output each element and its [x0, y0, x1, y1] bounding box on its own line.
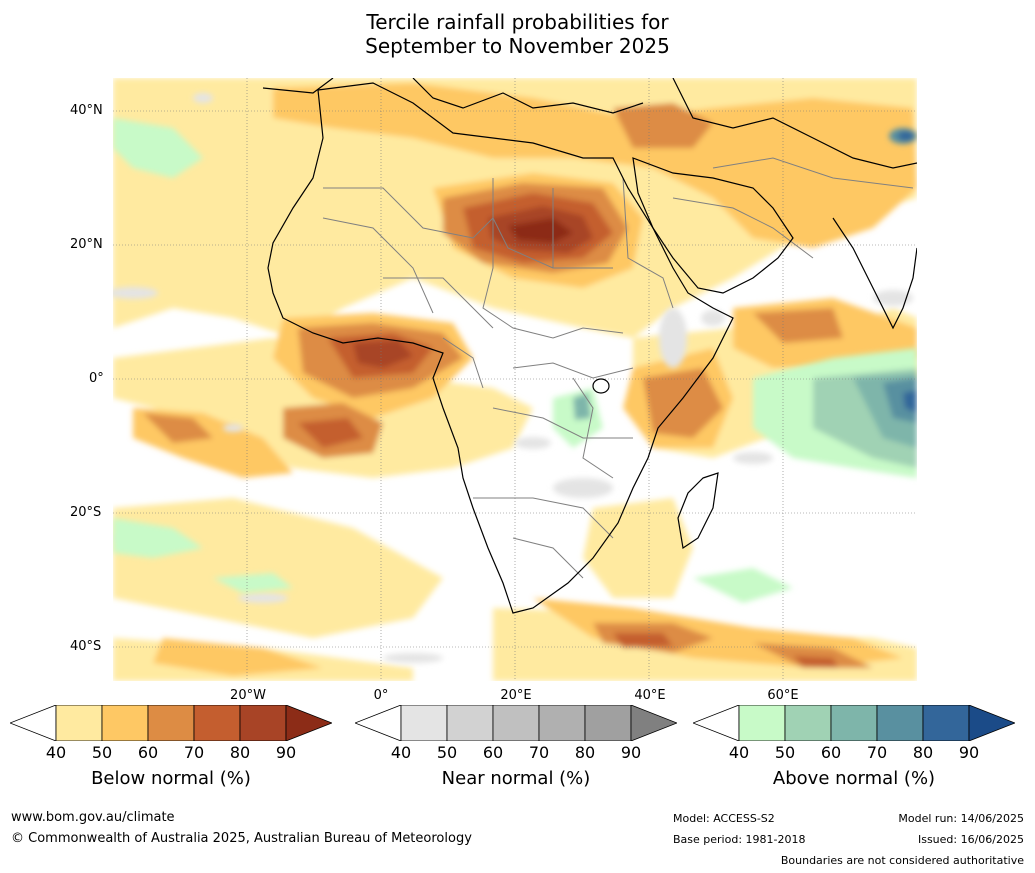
cb3-tick-50: 50 — [774, 743, 796, 762]
footer-issued: Issued: 16/06/2025 — [917, 833, 1024, 846]
map-grid — [113, 78, 917, 681]
lon-label-40e: 40°E — [634, 688, 666, 703]
lon-label-60e: 60°E — [767, 688, 799, 703]
colorbar-above-normal — [693, 705, 1015, 741]
map-title-line2: September to November 2025 — [365, 34, 670, 58]
colorbar-above-segment-40-50 — [738, 705, 786, 741]
footer-boundaries-note: Boundaries are not considered authoritat… — [780, 854, 1024, 867]
colorbar-near-segment-40-50 — [400, 705, 448, 741]
colorbar-near-segment-80-90 — [584, 705, 632, 741]
cb1-tick-80: 80 — [229, 743, 251, 762]
footer-copyright: © Commonwealth of Australia 2025, Austra… — [11, 831, 472, 846]
cb2-tick-50: 50 — [436, 743, 458, 762]
colorbar-above-segment-high — [968, 705, 1015, 741]
rainfall-probability-map — [113, 78, 917, 681]
lat-label-20n: 20°N — [70, 237, 103, 252]
footer-base-period: Base period: 1981-2018 — [673, 833, 806, 846]
cb3-tick-70: 70 — [866, 743, 888, 762]
lat-label-40n: 40°N — [70, 103, 103, 118]
colorbar-above-segment-60-70 — [830, 705, 878, 741]
colorbar-near-normal — [355, 705, 677, 741]
colorbar-near-segment-60-70 — [492, 705, 540, 741]
below-normal-shading — [113, 78, 917, 681]
cb1-tick-60: 60 — [137, 743, 159, 762]
colorbar-near-segment-high — [630, 705, 677, 741]
colorbar-above-segment-low — [693, 705, 740, 741]
colorbar-near-segment-50-60 — [446, 705, 494, 741]
footer-website[interactable]: www.bom.gov.au/climate — [11, 810, 175, 825]
colorbar-below-segment-70-80 — [193, 705, 241, 741]
footer-model-run: Model run: 14/06/2025 — [898, 812, 1024, 825]
lon-label-20e: 20°E — [500, 688, 532, 703]
colorbar-near-label: Near normal (%) — [441, 768, 591, 789]
colorbar-below-segment-80-90 — [239, 705, 287, 741]
colorbar-above-segment-50-60 — [784, 705, 832, 741]
colorbar-below-segment-60-70 — [147, 705, 195, 741]
colorbar-below-segment-high — [285, 705, 332, 741]
colorbar-below-segment-40-50 — [55, 705, 103, 741]
cb1-tick-40: 40 — [45, 743, 67, 762]
cb1-tick-70: 70 — [183, 743, 205, 762]
cb2-tick-70: 70 — [528, 743, 550, 762]
cb1-tick-90: 90 — [275, 743, 297, 762]
colorbar-above-segment-80-90 — [922, 705, 970, 741]
cb3-tick-40: 40 — [728, 743, 750, 762]
colorbar-above-label: Above normal (%) — [772, 768, 936, 789]
cb2-tick-80: 80 — [574, 743, 596, 762]
lat-label-40s: 40°S — [70, 639, 102, 654]
cb2-tick-90: 90 — [620, 743, 642, 762]
cb2-tick-60: 60 — [482, 743, 504, 762]
colorbar-below-normal — [10, 705, 332, 741]
lon-label-20w: 20°W — [230, 688, 266, 703]
cb2-tick-40: 40 — [390, 743, 412, 762]
colorbar-below-segment-50-60 — [101, 705, 149, 741]
lon-label-0: 0° — [373, 688, 389, 703]
cb3-tick-80: 80 — [912, 743, 934, 762]
cb3-tick-90: 90 — [958, 743, 980, 762]
colorbar-near-segment-low — [355, 705, 402, 741]
colorbar-near-segment-70-80 — [538, 705, 586, 741]
above-normal-shading — [113, 118, 917, 603]
lat-label-0: 0° — [89, 371, 104, 386]
cb1-tick-50: 50 — [91, 743, 113, 762]
country-borders — [322, 157, 914, 579]
map-title-line1: Tercile rainfall probabilities for — [366, 10, 669, 34]
lat-label-20s: 20°S — [70, 505, 102, 520]
near-normal-shading — [113, 93, 913, 663]
footer-model: Model: ACCESS-S2 — [673, 812, 775, 825]
coastlines — [262, 78, 917, 614]
colorbar-below-label: Below normal (%) — [91, 768, 251, 789]
cb3-tick-60: 60 — [820, 743, 842, 762]
colorbar-below-segment-low — [10, 705, 57, 741]
colorbar-above-segment-70-80 — [876, 705, 924, 741]
